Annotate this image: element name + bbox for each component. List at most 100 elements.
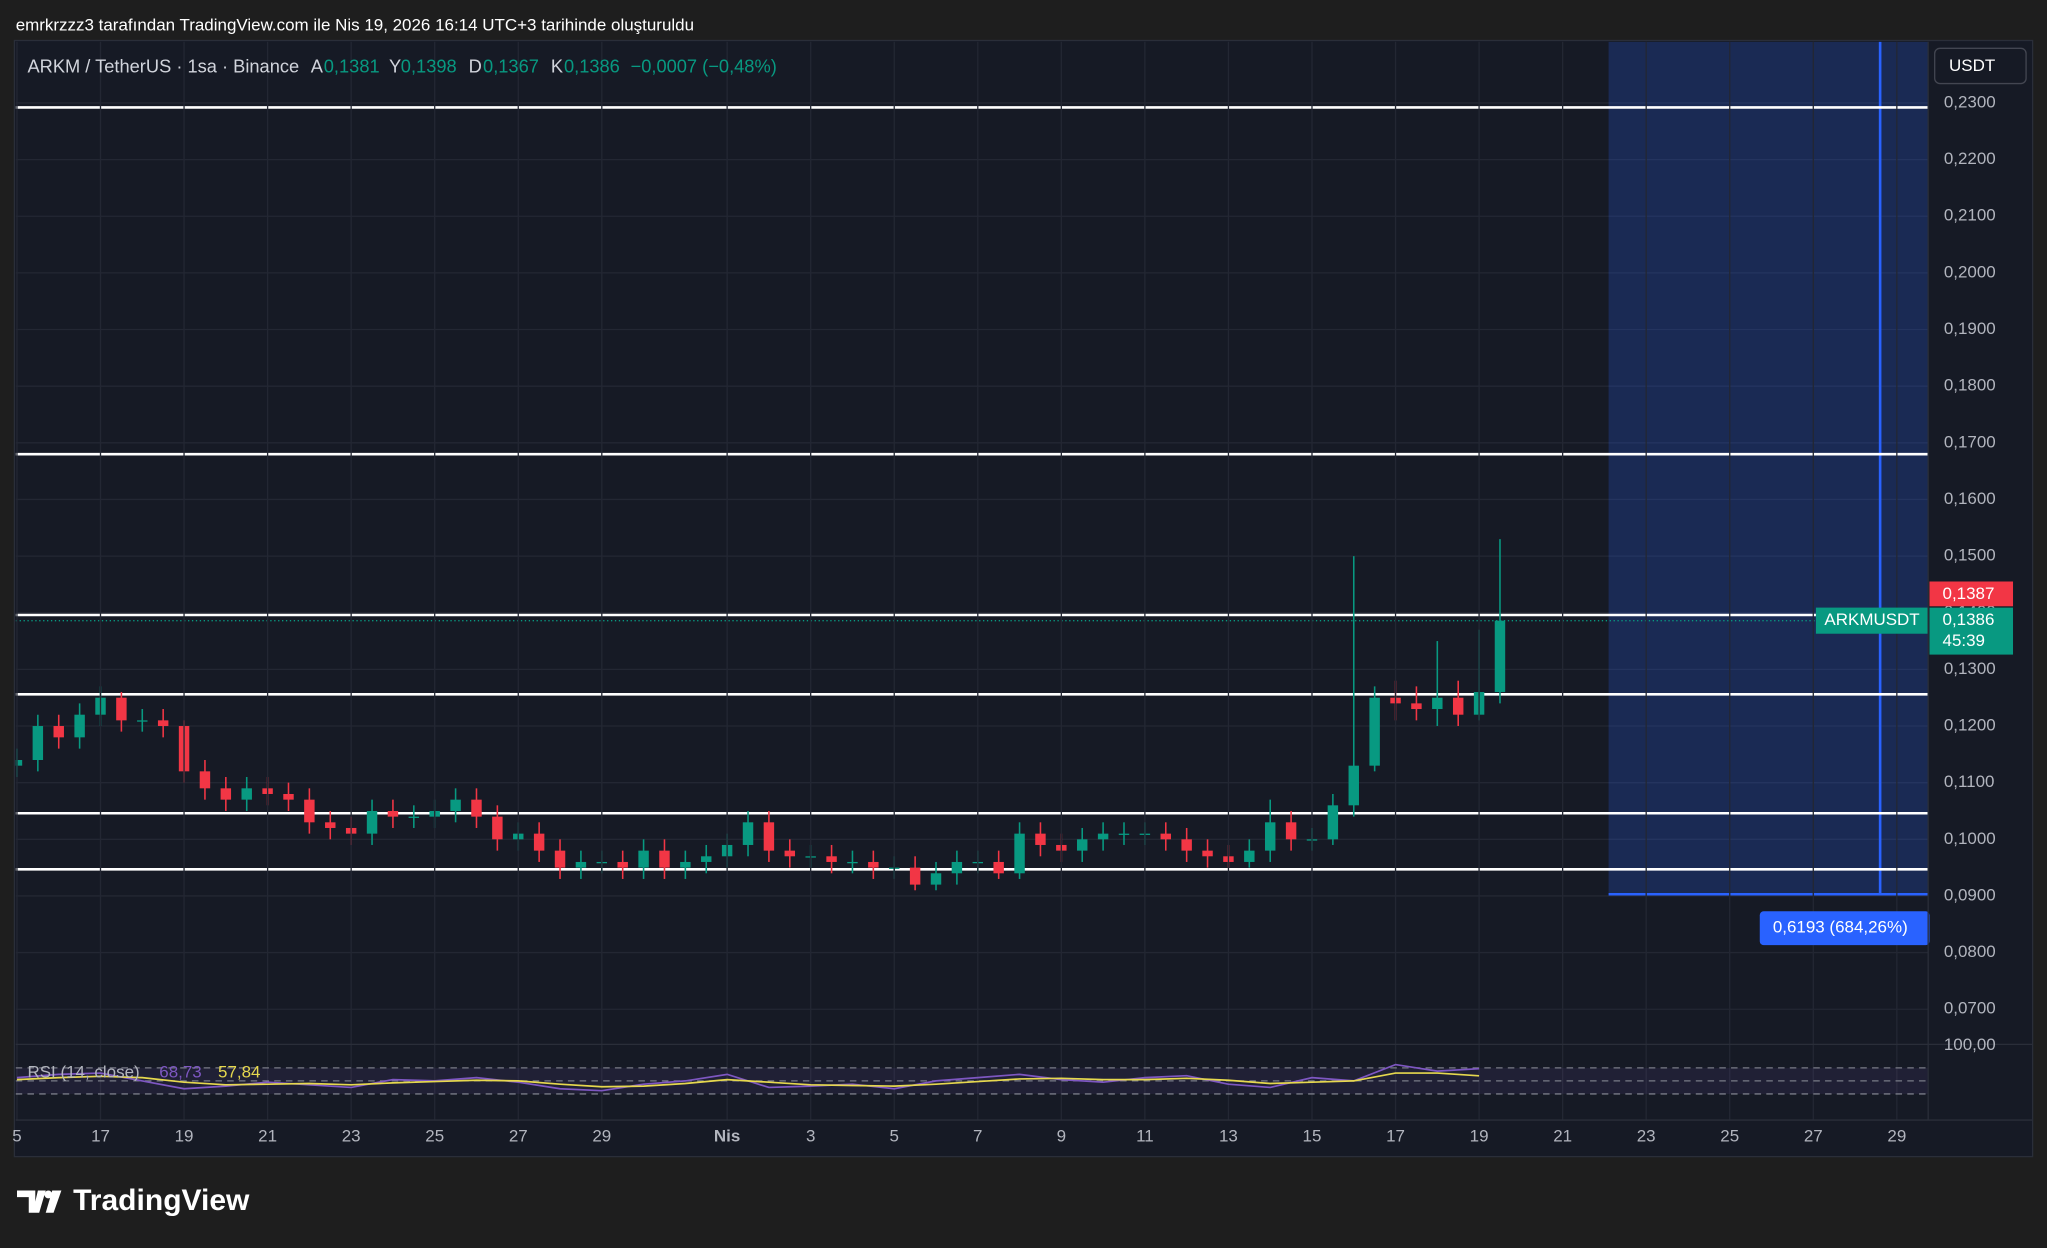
candle-body [763, 822, 775, 851]
candle-body [1432, 697, 1443, 710]
rsi-value: 68,73 [159, 1063, 201, 1082]
candle-body [387, 810, 399, 817]
candle-body [1202, 850, 1213, 857]
symbol-tag-label: ARKMUSDT [1824, 610, 1919, 629]
legend-text: 0,1381 [324, 56, 380, 77]
candle-body [1160, 833, 1171, 840]
candle-body [199, 771, 211, 789]
brand-logo [17, 1190, 46, 1213]
plot-layer: 0,0700 0,0800 0,0900 0,1000 0,1100 0,1200 0,13… [12, 41, 2033, 1146]
candle-body [554, 850, 566, 868]
candle-body [951, 861, 963, 874]
x-tick-label: 27 [1804, 1127, 1823, 1146]
brand-logo-dot [44, 1190, 53, 1199]
x-tick-label: 15 [1303, 1127, 1322, 1146]
candle-body [1118, 833, 1130, 835]
y-tick-label: 0,1000 [1944, 829, 1996, 848]
x-tick-label: 21 [1553, 1127, 1572, 1146]
rsi-tick-label: 100,00 [1944, 1035, 1996, 1054]
symbol-tag [1815, 607, 1929, 634]
y-tick-label: 0,0900 [1944, 885, 1996, 904]
candle-body [909, 867, 921, 885]
legend-text: D [469, 56, 482, 77]
candle-body [930, 873, 942, 885]
candle-body [304, 799, 315, 823]
candle-body [1369, 697, 1380, 766]
x-tick-label: 27 [509, 1127, 528, 1146]
candle-body [408, 816, 420, 818]
candle-body [492, 816, 503, 840]
x-tick-label: 19 [1470, 1127, 1489, 1146]
candle-body [1097, 833, 1109, 840]
last-price-label: 0,1386 [1943, 610, 1995, 629]
y-tick-label: 0,1500 [1944, 546, 1996, 565]
prev-price-label: 0,1387 [1943, 584, 1995, 603]
y-tick-label: 0,1600 [1944, 489, 1996, 508]
candle-body [1244, 850, 1255, 862]
candle-body [638, 850, 649, 868]
candle-body [1348, 765, 1359, 806]
x-tick-label: 7 [973, 1127, 982, 1146]
x-tick-label: 17 [1386, 1127, 1405, 1146]
y-tick-label: 0,1200 [1944, 716, 1996, 735]
brand: TradingView [17, 1184, 250, 1217]
candle-body [15, 760, 23, 766]
candle-body [617, 861, 628, 868]
projection-label: 0,6193 (684,26%) [1773, 918, 1908, 937]
candle-body [1264, 822, 1276, 851]
candle-body [659, 850, 670, 868]
y-tick-label: 0,1900 [1944, 319, 1996, 338]
candle-body [701, 856, 712, 862]
candle-body [32, 726, 44, 761]
countdown-label: 45:39 [1943, 631, 1985, 650]
candle-body [1452, 697, 1464, 715]
y-tick-label: 0,2100 [1944, 206, 1996, 225]
header-text: emrkrzzz3 tarafından TradingView.com ile… [16, 16, 694, 35]
last-price-tag [1929, 607, 2014, 655]
candle-body [325, 822, 336, 828]
candle-body [366, 810, 378, 834]
x-tick-label: 9 [1057, 1127, 1066, 1146]
x-tick-label: 23 [342, 1127, 361, 1146]
candle-body [533, 833, 545, 851]
candle-body [680, 861, 691, 868]
projection-tag [1759, 911, 1930, 946]
candle-body [137, 720, 148, 722]
x-tick-label: 17 [91, 1127, 110, 1146]
candle-body [742, 822, 754, 845]
candle-body [241, 788, 252, 800]
legend-text: K [551, 56, 563, 77]
brand-logo-part [45, 1190, 62, 1213]
candle-body [868, 861, 879, 868]
candle-body [1181, 839, 1192, 851]
candle-body [157, 720, 169, 727]
y-tick-label: 0,1300 [1944, 659, 1996, 678]
brand-name: TradingView [73, 1184, 250, 1217]
x-tick-label: 25 [1720, 1127, 1739, 1146]
candle-body [1035, 833, 1046, 845]
candle-body [220, 788, 232, 800]
y-tick-label: 0,1800 [1944, 376, 1996, 395]
candle-body [847, 861, 858, 864]
candle-body [471, 799, 482, 817]
projection-box [1608, 41, 1929, 895]
y-tick-label: 0,1100 [1944, 772, 1995, 791]
rsi-line [16, 1072, 1480, 1088]
price-pane [15, 41, 1929, 1010]
candle-body [826, 856, 837, 862]
y-tick-label: 0,2200 [1944, 149, 1996, 168]
x-tick-label: 21 [258, 1127, 277, 1146]
legend-text: ARKM / TetherUS · 1sa · Binance [27, 56, 299, 77]
x-tick-label: 29 [1887, 1127, 1906, 1146]
currency-label: USDT [1949, 56, 1995, 75]
y-tick-label: 0,0800 [1944, 942, 1996, 961]
candle-body [450, 799, 461, 811]
candle-body [53, 726, 64, 738]
x-tick-label: 19 [175, 1127, 194, 1146]
x-tick-label: 5 [890, 1127, 899, 1146]
legend-text: 0,1367 [483, 56, 539, 77]
candle-body [1285, 822, 1297, 840]
legend-text: 0,1386 [564, 56, 620, 77]
